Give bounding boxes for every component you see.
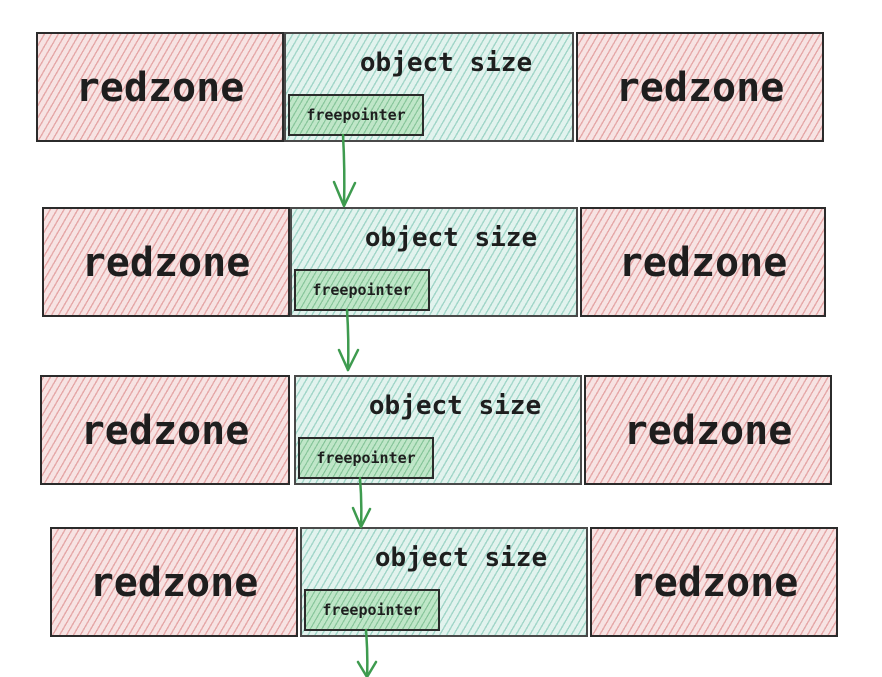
freepointer-3: freepointer xyxy=(298,437,434,479)
right-redzone-label-2: redzone xyxy=(618,240,788,286)
freepointer-4: freepointer xyxy=(304,589,440,631)
left-redzone-2: redzone xyxy=(42,207,290,317)
left-redzone-label-1: redzone xyxy=(75,65,245,111)
freelist-arrow-2 xyxy=(337,308,360,372)
right-redzone-label-3: redzone xyxy=(623,408,793,454)
object-size-1: object size freepointer xyxy=(284,32,574,142)
freepointer-1: freepointer xyxy=(288,94,424,136)
right-redzone-label-4: redzone xyxy=(629,560,799,606)
object-size-label-1: object size xyxy=(359,48,533,78)
arrow-head-1 xyxy=(332,180,357,208)
object-size-2: object size freepointer xyxy=(290,207,578,317)
slab-object-row-3: redzone object size freepointer redzone xyxy=(0,375,882,487)
freepointer-label-3: freepointer xyxy=(316,449,416,467)
object-size-3: object size freepointer xyxy=(294,375,582,485)
right-redzone-1: redzone xyxy=(576,32,824,142)
arrow-shaft-2 xyxy=(345,308,350,372)
left-redzone-label-2: redzone xyxy=(81,240,251,286)
freepointer-2: freepointer xyxy=(294,269,430,311)
freelist-arrow-1 xyxy=(332,133,357,208)
right-redzone-3: redzone xyxy=(584,375,832,485)
arrow-head-4 xyxy=(356,660,378,677)
left-redzone-label-3: redzone xyxy=(80,408,250,454)
slab-object-row-1: redzone object size freepointer redzone xyxy=(0,32,882,144)
arrow-head-2 xyxy=(337,348,360,372)
arrow-head-3 xyxy=(351,506,372,529)
left-redzone-3: redzone xyxy=(40,375,290,485)
right-redzone-4: redzone xyxy=(590,527,838,637)
right-redzone-label-1: redzone xyxy=(615,65,785,111)
right-redzone-2: redzone xyxy=(580,207,826,317)
slab-object-row-4: redzone object size freepointer redzone xyxy=(0,527,882,639)
left-redzone-label-4: redzone xyxy=(89,560,259,606)
object-size-label-3: object size xyxy=(368,391,542,421)
left-redzone-1: redzone xyxy=(36,32,284,142)
slab-object-row-2: redzone object size freepointer redzone xyxy=(0,207,882,319)
object-size-4: object size freepointer xyxy=(300,527,588,637)
left-redzone-4: redzone xyxy=(50,527,298,637)
freepointer-label-4: freepointer xyxy=(322,601,422,619)
freepointer-label-2: freepointer xyxy=(312,281,412,299)
freepointer-label-1: freepointer xyxy=(306,106,406,124)
object-size-label-2: object size xyxy=(364,223,538,253)
object-size-label-4: object size xyxy=(374,543,548,573)
arrow-shaft-1 xyxy=(341,133,346,207)
